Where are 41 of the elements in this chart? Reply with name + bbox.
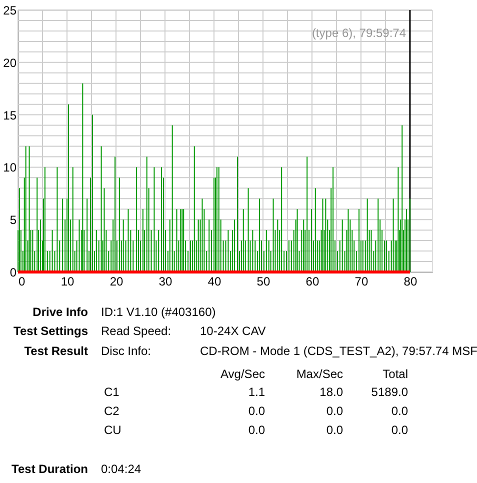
text: Drive Info	[32, 305, 88, 319]
y-tick-label: 25	[3, 4, 17, 18]
text: 0.0	[326, 423, 344, 437]
x-tick-label: 70	[354, 274, 368, 288]
x-tick-label: 40	[208, 274, 222, 288]
y-tick-label: 0	[10, 266, 17, 280]
x-tick-label: 60	[306, 274, 320, 288]
text: ID:1 V1.10 (#403160)	[101, 305, 216, 319]
text: Test Settings	[14, 324, 88, 338]
y-tick-label: 5	[10, 213, 17, 228]
text: Test Duration	[12, 462, 88, 476]
text: 0.0	[248, 404, 266, 418]
x-tick-label: 50	[256, 274, 270, 288]
y-tick-label: 15	[3, 108, 17, 122]
text: Disc Info:	[101, 344, 152, 358]
text: 0:04:24	[101, 462, 142, 476]
text: CD-ROM - Mode 1 (CDS_TEST_A2), 79:57.74 MSF	[200, 344, 477, 358]
x-tick-label: 10	[60, 274, 74, 288]
annotation: (type 6), 79:59:74	[312, 26, 406, 40]
y-tick-label: 10	[3, 160, 17, 175]
text: Avg/Sec	[220, 367, 265, 381]
text: C2	[104, 404, 120, 418]
x-tick-label: 30	[158, 274, 172, 288]
text: Max/Sec	[296, 367, 343, 381]
text: 0.0	[391, 423, 408, 437]
x-tick-label: 80	[404, 274, 418, 288]
y-tick-label: 20	[3, 56, 17, 70]
text: 1.1	[248, 385, 266, 399]
text: C1	[104, 385, 120, 399]
text: 0.0	[326, 404, 344, 418]
text: Read Speed:	[101, 324, 172, 338]
text: 10-24X CAV	[200, 324, 266, 338]
text: 0.0	[248, 423, 266, 437]
text: 18.0	[320, 385, 344, 399]
text: CU	[104, 423, 122, 437]
x-tick-label: 20	[110, 274, 124, 288]
x-tick-label: 0	[18, 274, 26, 288]
text: 5189.0	[371, 385, 408, 399]
text: Total	[382, 367, 408, 381]
text: 0.0	[391, 404, 408, 418]
text: Test Result	[24, 344, 88, 358]
